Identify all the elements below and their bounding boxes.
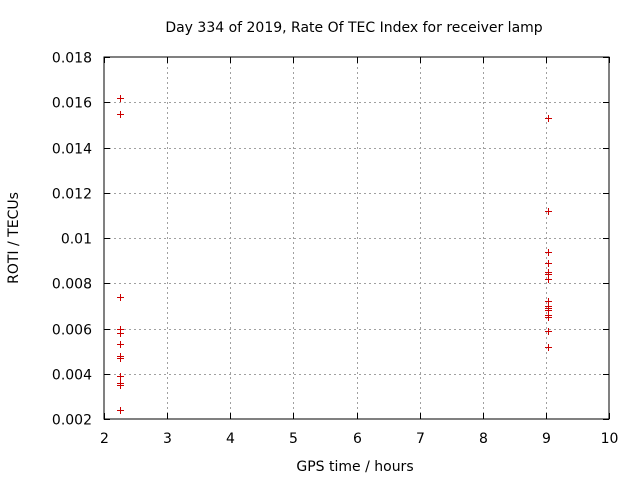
- data-point-marker: [545, 344, 552, 351]
- x-axis-label: GPS time / hours: [296, 459, 413, 475]
- data-point-marker: [545, 260, 552, 267]
- grid-lines: [104, 57, 609, 419]
- data-point-marker: [545, 314, 552, 321]
- data-point-marker: [117, 382, 124, 389]
- y-tick-label: 0.01: [61, 232, 92, 248]
- data-point-marker: [545, 276, 552, 283]
- data-point-marker: [545, 328, 552, 335]
- data-point-marker: [117, 341, 124, 348]
- y-tick-label: 0.016: [52, 96, 92, 112]
- y-tick-label: 0.012: [52, 187, 92, 203]
- y-axis-label: ROTI / TECUs: [6, 192, 22, 284]
- data-point-marker: [545, 115, 552, 122]
- y-tick-label: 0.018: [52, 51, 92, 67]
- data-point-marker: [545, 208, 552, 215]
- data-points: [117, 95, 552, 414]
- data-point-marker: [117, 407, 124, 414]
- x-tick-label: 6: [353, 431, 362, 447]
- x-tick-label: 4: [226, 431, 235, 447]
- axis-ticks: 2 3 4 5 6 7 8 9 10 0.002 0.004 0.006 0.008 0.01 0.012 0…: [52, 51, 619, 448]
- data-point-marker: [545, 249, 552, 256]
- plot-frame: [103, 56, 610, 420]
- chart-title: Day 334 of 2019, Rate Of TEC Index for r…: [165, 20, 542, 36]
- x-tick-label: 3: [163, 431, 172, 447]
- x-tick-label: 7: [416, 431, 425, 447]
- y-tick-label: 0.004: [52, 368, 92, 384]
- data-point-marker: [117, 111, 124, 118]
- x-tick-label: 2: [100, 431, 109, 447]
- data-point-marker: [117, 294, 124, 301]
- y-tick-label: 0.002: [52, 413, 92, 429]
- y-tick-label: 0.008: [52, 277, 92, 293]
- y-tick-label: 0.014: [52, 142, 92, 158]
- x-tick-label: 10: [601, 431, 619, 447]
- x-tick-label: 8: [479, 431, 488, 447]
- data-point-marker: [117, 373, 124, 380]
- y-tick-label: 0.006: [52, 323, 92, 339]
- data-point-marker: [117, 355, 124, 362]
- x-tick-label: 9: [542, 431, 551, 447]
- x-tick-label: 5: [289, 431, 298, 447]
- data-point-marker: [117, 95, 124, 102]
- data-point-marker: [117, 330, 124, 337]
